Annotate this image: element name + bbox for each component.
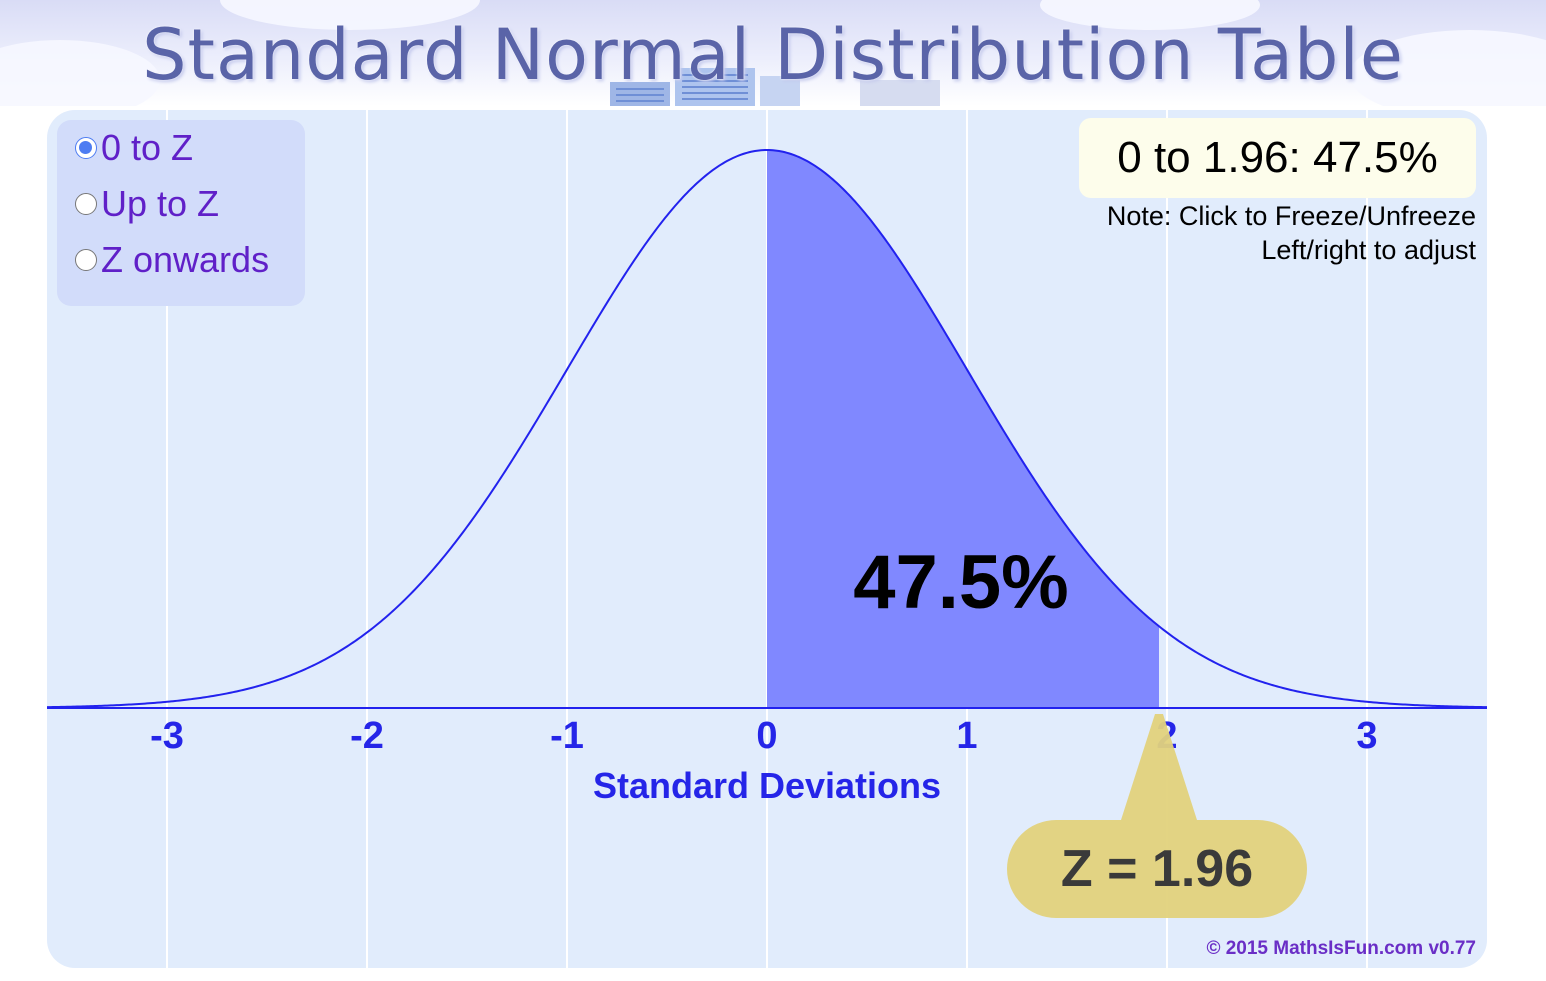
radio-up-to-z[interactable] bbox=[75, 193, 97, 215]
option-label: Up to Z bbox=[101, 183, 220, 224]
note-line-1: Note: Click to Freeze/Unfreeze bbox=[1106, 201, 1476, 231]
page-title: Standard Normal Distribution Table bbox=[142, 14, 1404, 96]
option-up-to-z[interactable]: Up to Z bbox=[57, 176, 305, 232]
tick-label: 3 bbox=[1356, 715, 1377, 757]
normal-curve-chart[interactable]: -3-2-10123 Standard Deviations 47.5% Z =… bbox=[47, 110, 1487, 968]
radio-z-onwards[interactable] bbox=[75, 249, 97, 271]
instruction-note: Note: Click to Freeze/Unfreeze Left/righ… bbox=[1107, 199, 1476, 267]
buildings-illustration bbox=[610, 68, 940, 106]
note-line-2: Left/right to adjust bbox=[1261, 235, 1476, 265]
result-readout: 0 to 1.96: 47.5% bbox=[1079, 118, 1476, 198]
area-percentage-label: 47.5% bbox=[853, 540, 1069, 625]
curve-line bbox=[47, 148, 1487, 709]
x-axis-label: Standard Deviations bbox=[593, 765, 941, 806]
mode-options: 0 to Z Up to Z Z onwards bbox=[57, 120, 305, 306]
header-banner bbox=[0, 0, 1546, 106]
z-bubble[interactable] bbox=[1007, 714, 1307, 918]
z-marker[interactable]: Z = 1.96 bbox=[1007, 714, 1307, 918]
copyright-text: © 2015 MathsIsFun.com v0.77 bbox=[1206, 938, 1476, 959]
tick-label: 1 bbox=[956, 715, 977, 757]
option-0-to-z[interactable]: 0 to Z bbox=[57, 120, 305, 176]
option-z-onwards[interactable]: Z onwards bbox=[57, 232, 305, 288]
tick-label: 0 bbox=[756, 715, 777, 757]
tick-label: -1 bbox=[550, 715, 584, 757]
radio-0-to-z[interactable] bbox=[75, 137, 97, 159]
option-label: 0 to Z bbox=[101, 127, 194, 168]
tick-label: -2 bbox=[350, 715, 384, 757]
shaded-area bbox=[767, 150, 1159, 708]
z-value-label: Z = 1.96 bbox=[1061, 840, 1253, 898]
tick-label: -3 bbox=[150, 715, 184, 757]
option-label: Z onwards bbox=[101, 239, 270, 280]
